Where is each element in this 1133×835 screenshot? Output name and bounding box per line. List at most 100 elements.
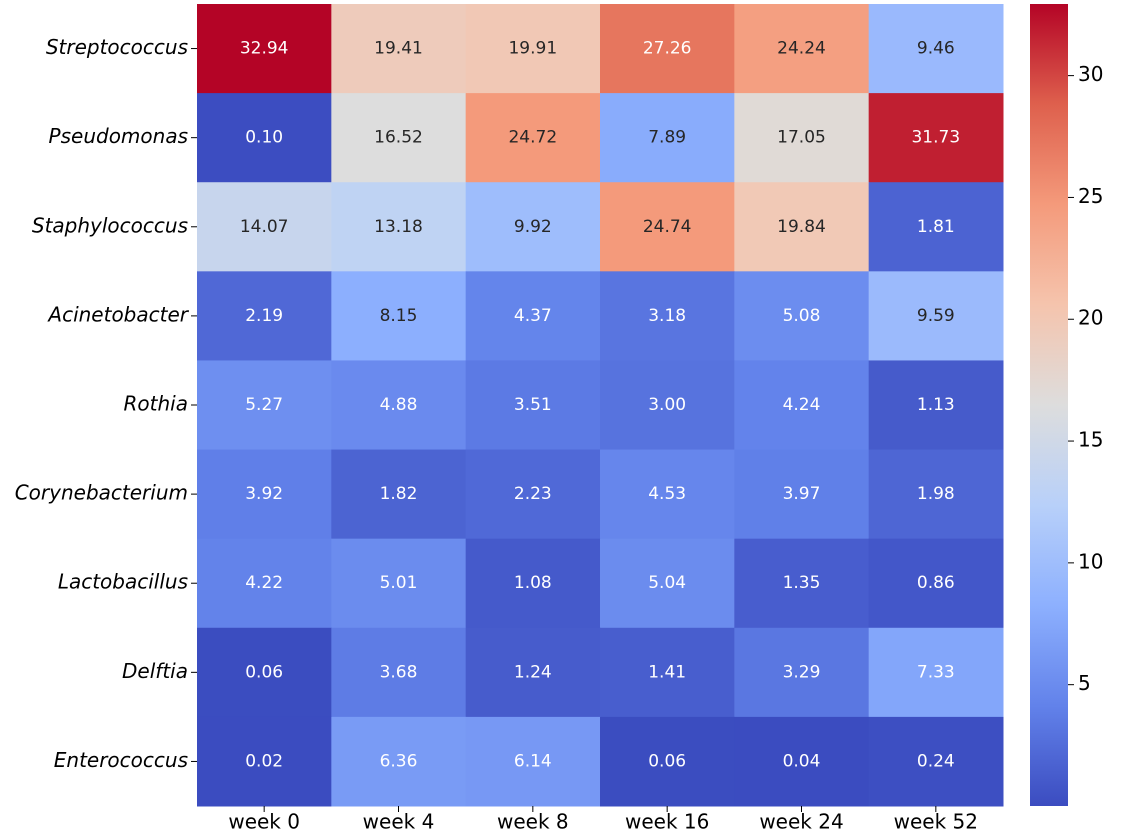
heatmap-cell [600,538,735,629]
cell-label: 0.04 [783,751,821,771]
heatmap-cell [868,538,1004,629]
cell-label: 1.82 [380,484,418,504]
heatmap-cell [868,93,1004,183]
cell-label: 4.24 [783,395,821,415]
cell-label: 4.37 [514,306,552,326]
cell-label: 2.23 [514,484,552,504]
x-label: week 4 [363,810,435,834]
heatmap-cell [197,4,332,94]
heatmap-cell [331,4,467,94]
heatmap-cell [465,449,601,540]
x-label: week 8 [497,810,569,834]
cell-label: 19.41 [374,39,423,59]
cell-label: 3.18 [648,306,686,326]
heatmap-cell [734,271,870,361]
cell-label: 5.08 [783,306,821,326]
cell-label: 19.91 [508,39,557,59]
y-label: Enterococcus [54,748,188,772]
cell-label: 31.73 [911,128,960,148]
heatmap-cell [331,93,467,183]
cell-label: 9.59 [917,306,955,326]
heatmap-cell [600,716,735,807]
x-label: week 0 [228,810,300,834]
heatmap-cell [331,271,467,361]
cell-label: 19.84 [777,217,826,237]
x-label: week 24 [759,810,843,834]
cell-label: 0.02 [245,751,283,771]
heatmap-cell [600,627,735,718]
heatmap-cell [465,182,601,272]
heatmap-cell [734,716,870,807]
cell-label: 17.05 [777,128,826,148]
heatmap-cell [197,716,332,807]
cell-label: 5.04 [648,573,686,593]
heatmap-cell [734,4,870,94]
cell-label: 5.01 [380,573,418,593]
heatmap-cell [465,271,601,361]
heatmap-cell [734,449,870,540]
cell-label: 0.86 [917,573,955,593]
heatmap-cell [600,93,735,183]
heatmap-cell [868,4,1004,94]
cell-label: 7.89 [648,128,686,148]
cell-label: 3.00 [648,395,686,415]
heatmap-cell [465,627,601,718]
cell-label: 6.36 [380,751,418,771]
cell-label: 0.10 [245,128,283,148]
heatmap-cell [331,627,467,718]
cell-label: 1.08 [514,573,552,593]
y-label: Rothia [124,392,188,416]
heatmap-cell [197,93,332,183]
cell-label: 3.29 [783,662,821,682]
heatmap-cell [734,538,870,629]
y-label: Acinetobacter [46,302,189,326]
cell-label: 7.33 [917,662,955,682]
heatmap-cell [868,271,1004,361]
cell-label: 3.92 [245,484,283,504]
heatmap-cell [331,182,467,272]
cell-label: 4.22 [245,573,283,593]
c-label: 30 [1078,62,1103,86]
c-label: 5 [1078,671,1091,695]
heatmap-cell [868,627,1004,718]
cell-label: 32.94 [240,39,289,59]
cell-label: 24.24 [777,39,826,59]
heatmap-cell [734,360,870,451]
heatmap-cell [868,716,1004,807]
heatmap-cell [600,449,735,540]
cell-label: 9.92 [514,217,552,237]
cell-label: 3.68 [380,662,418,682]
heatmap-cell [197,627,332,718]
heatmap-cell [734,182,870,272]
cell-label: 1.35 [783,573,821,593]
y-label: Delftia [122,659,188,683]
heatmap-cell [600,271,735,361]
cell-label: 24.72 [508,128,557,148]
cell-label: 6.14 [514,751,552,771]
cell-label: 27.26 [643,39,692,59]
x-label: week 16 [625,810,709,834]
heatmap-cell [868,449,1004,540]
heatmap-cell [868,182,1004,272]
cell-label: 1.81 [917,217,955,237]
heatmap-cell [465,716,601,807]
heatmap-cell [465,360,601,451]
cell-label: 0.24 [917,751,955,771]
cell-label: 3.97 [783,484,821,504]
cell-label: 1.98 [917,484,955,504]
heatmap-cell [734,93,870,183]
cell-label: 0.06 [245,662,283,682]
cell-label: 4.88 [380,395,418,415]
cell-label: 0.06 [648,751,686,771]
heatmap-cell [868,360,1004,451]
heatmap-cell [197,449,332,540]
heatmap-cell [331,538,467,629]
c-label: 10 [1078,549,1103,573]
c-label: 15 [1078,428,1103,452]
cell-label: 1.41 [648,662,686,682]
colorbar [1030,4,1068,806]
heatmap-cell [197,271,332,361]
heatmap-cell [331,449,467,540]
heatmap-cell [600,360,735,451]
